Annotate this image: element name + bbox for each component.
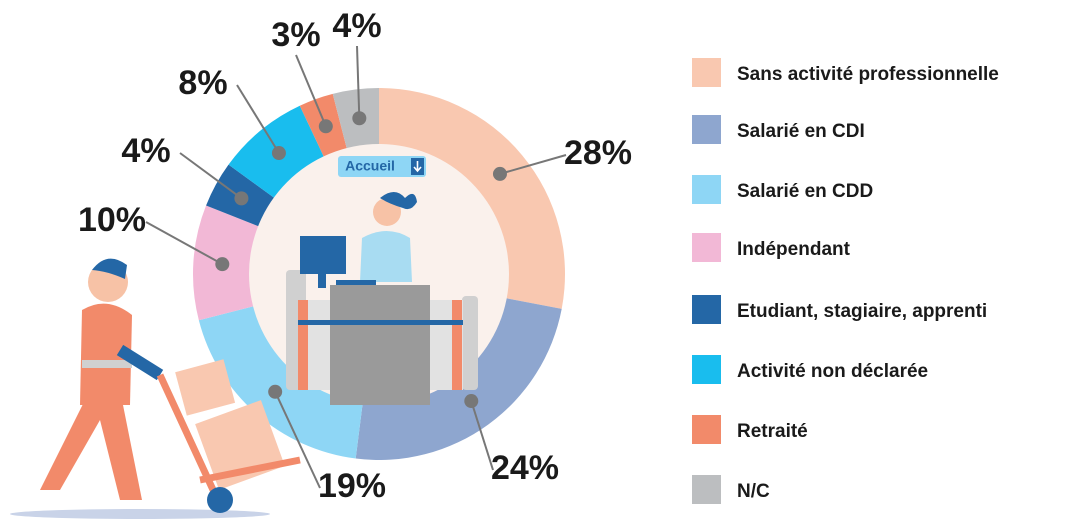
leader-line <box>470 400 494 471</box>
value-label: 10% <box>78 201 146 239</box>
leader-line <box>356 45 361 119</box>
center-illustration <box>249 144 509 405</box>
value-label: 8% <box>178 64 227 102</box>
value-label: 3% <box>271 16 320 54</box>
legend-swatch <box>692 175 721 204</box>
leader-dot <box>268 384 283 399</box>
legend-swatch <box>692 58 721 87</box>
leader-line <box>274 391 321 489</box>
leader-line <box>236 84 280 154</box>
leader-dot <box>271 146 286 161</box>
leader-dot <box>318 119 333 134</box>
leader-dot <box>215 257 230 272</box>
legend-swatch <box>692 115 721 144</box>
legend-label: Retraité <box>737 421 808 442</box>
leader-line <box>179 152 243 200</box>
leader-dot <box>464 394 479 409</box>
value-label: 19% <box>318 467 386 505</box>
value-label: 4% <box>121 132 170 170</box>
value-label: 24% <box>491 449 559 487</box>
legend-label: Salarié en CDI <box>737 121 865 142</box>
legend-label: Sans activité professionnelle <box>737 64 999 85</box>
legend-label: Indépendant <box>737 239 851 260</box>
delivery-illustration <box>10 258 301 519</box>
leader-line <box>145 221 223 266</box>
legend-swatch <box>692 475 721 504</box>
legend-swatch <box>692 233 721 262</box>
accueil-badge: Accueil <box>338 156 426 177</box>
legend-label: Etudiant, stagiaire, apprenti <box>737 301 987 322</box>
value-label: 28% <box>564 134 632 172</box>
leader-dot <box>234 191 249 206</box>
donut-segment <box>379 88 566 309</box>
leader-dot <box>492 166 507 181</box>
leader-line <box>499 154 567 175</box>
legend-label: N/C <box>737 481 770 502</box>
labels: 28%24%19%10%4%8%3% 4% <box>78 7 632 505</box>
legend-swatch <box>692 415 721 444</box>
legend-swatch <box>692 295 721 324</box>
badge-text: Accueil <box>345 158 395 174</box>
leader-line <box>295 54 327 127</box>
donut-segment <box>198 305 363 459</box>
legend-swatch <box>692 355 721 384</box>
leader-dot <box>352 111 367 126</box>
legend-label: Activité non déclarée <box>737 361 928 382</box>
legend: Sans activité professionnelle Salarié en … <box>692 58 999 504</box>
value-label: 4% <box>332 7 381 45</box>
legend-label: Salarié en CDD <box>737 181 873 202</box>
